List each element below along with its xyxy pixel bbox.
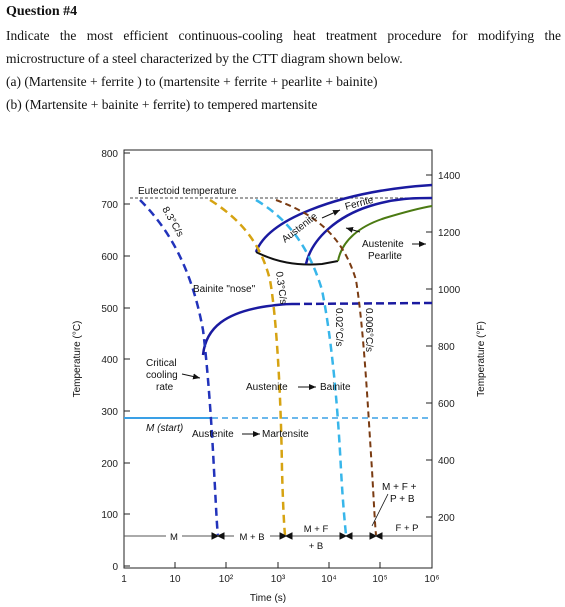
mfpb-label-2: P + B: [390, 494, 415, 505]
critical-cooling-label-1: Critical: [146, 358, 177, 369]
y-tick-label: 800: [101, 149, 118, 160]
y-tick-label: 600: [101, 252, 118, 263]
m-start-label: M (start): [146, 423, 183, 434]
question-title: Question #4: [6, 4, 78, 19]
mfpb-pointer: [371, 493, 389, 527]
y-tick-label: 300: [101, 407, 118, 418]
bainite-start-curve: [201, 302, 293, 356]
austenite-pearlite-pointer: [345, 227, 361, 233]
x-axis: [123, 562, 433, 568]
product-mb-bg: [234, 529, 270, 542]
y-tick-label-f: 1200: [438, 228, 461, 239]
y-tick-label-f: 200: [438, 513, 455, 524]
y-tick-label-f: 1400: [438, 171, 461, 182]
y-tick-label: 100: [101, 510, 118, 521]
pearlite-green-curve: [337, 205, 433, 262]
product-fp-label: F + P: [396, 523, 419, 534]
x-axis-title: Time (s): [250, 593, 286, 604]
y-tick-label: 400: [101, 355, 118, 366]
y-axis-title-fahrenheit: Temperature (°F): [476, 321, 487, 397]
eutectoid-label: Eutectoid temperature: [138, 186, 237, 197]
question-text-line-1: Indicate the most efficient continuous-c…: [6, 28, 561, 43]
austenite-pearlite-label-1: Austenite: [362, 239, 404, 250]
critical-cooling-label-2: cooling: [146, 370, 178, 381]
y-tick-label: 700: [101, 200, 118, 211]
x-tick-label: 1: [121, 574, 127, 585]
pearlite-finish-curve: [304, 196, 433, 265]
rate-8-3-curve: [139, 199, 220, 536]
rate-0-02-label: 0.02°C/s: [333, 308, 344, 346]
nose-bottom-curve: [255, 251, 339, 266]
y-tick-label-f: 800: [438, 342, 455, 353]
austenite-martensite-label-b: Martensite: [262, 429, 309, 440]
question-part-a: (a) (Martensite + ferrite ) to (martensi…: [6, 74, 378, 89]
product-m-label: M: [170, 532, 178, 543]
austenite-bainite-label-b: Bainite: [320, 382, 351, 393]
bainite-nose-label: Bainite "nose": [193, 284, 256, 295]
austenite-ferrite-arrow: [321, 209, 341, 219]
y-axis-fahrenheit: [426, 174, 432, 518]
product-mf-label-1: M + F: [304, 524, 329, 535]
x-tick-label: 10²: [219, 574, 234, 585]
austenite-martensite-label-a: Austenite: [192, 429, 234, 440]
x-tick-label: 10³: [271, 574, 286, 585]
rate-8-3-label: 8.3°C/s: [159, 205, 185, 239]
x-tick-label: 10: [169, 574, 181, 585]
mfpb-label-1: M + F +: [382, 482, 417, 493]
pearlite-start-curve: [254, 183, 433, 253]
product-mf-bg: [300, 523, 334, 535]
austenite-bainite-label-a: Austenite: [246, 382, 288, 393]
question-text-line-2: microstructure of a steel characterized …: [6, 51, 403, 66]
question-part-b: (b) (Martensite + bainite + ferrite) to …: [6, 97, 318, 112]
rate-0-02-curve: [255, 198, 348, 536]
rate-0-3-curve: [209, 198, 287, 536]
austenite-pearlite-label-2: Pearlite: [368, 251, 402, 262]
y-axis-title-celsius: Temperature (°C): [72, 321, 83, 398]
rate-0-006-label: 0.006°C/s: [363, 308, 374, 352]
y-tick-label: 500: [101, 304, 118, 315]
bainite-finish-dashed: [291, 301, 433, 306]
y-tick-label: 200: [101, 459, 118, 470]
y-axis-celsius: [124, 152, 130, 567]
critical-cooling-arrow: [181, 373, 201, 380]
product-m-bg: [166, 529, 182, 542]
critical-cooling-label-3: rate: [156, 382, 174, 393]
product-fp-bg: [390, 521, 424, 533]
x-tick-label: 10⁴: [321, 574, 336, 585]
x-tick-label: 10⁶: [424, 574, 439, 585]
y-tick-label: 0: [112, 562, 118, 573]
rate-0-3-label: 0.3°C/s: [273, 271, 288, 305]
x-tick-label: 10⁵: [372, 574, 387, 585]
rate-0-006-curve: [275, 199, 377, 536]
product-markers: [211, 532, 383, 540]
y-tick-label-f: 400: [438, 456, 455, 467]
product-mb-label: M + B: [239, 532, 264, 543]
y-tick-label-f: 600: [438, 399, 455, 410]
y-tick-label-f: 1000: [438, 285, 461, 296]
product-mf-label-2: + B: [309, 541, 324, 552]
